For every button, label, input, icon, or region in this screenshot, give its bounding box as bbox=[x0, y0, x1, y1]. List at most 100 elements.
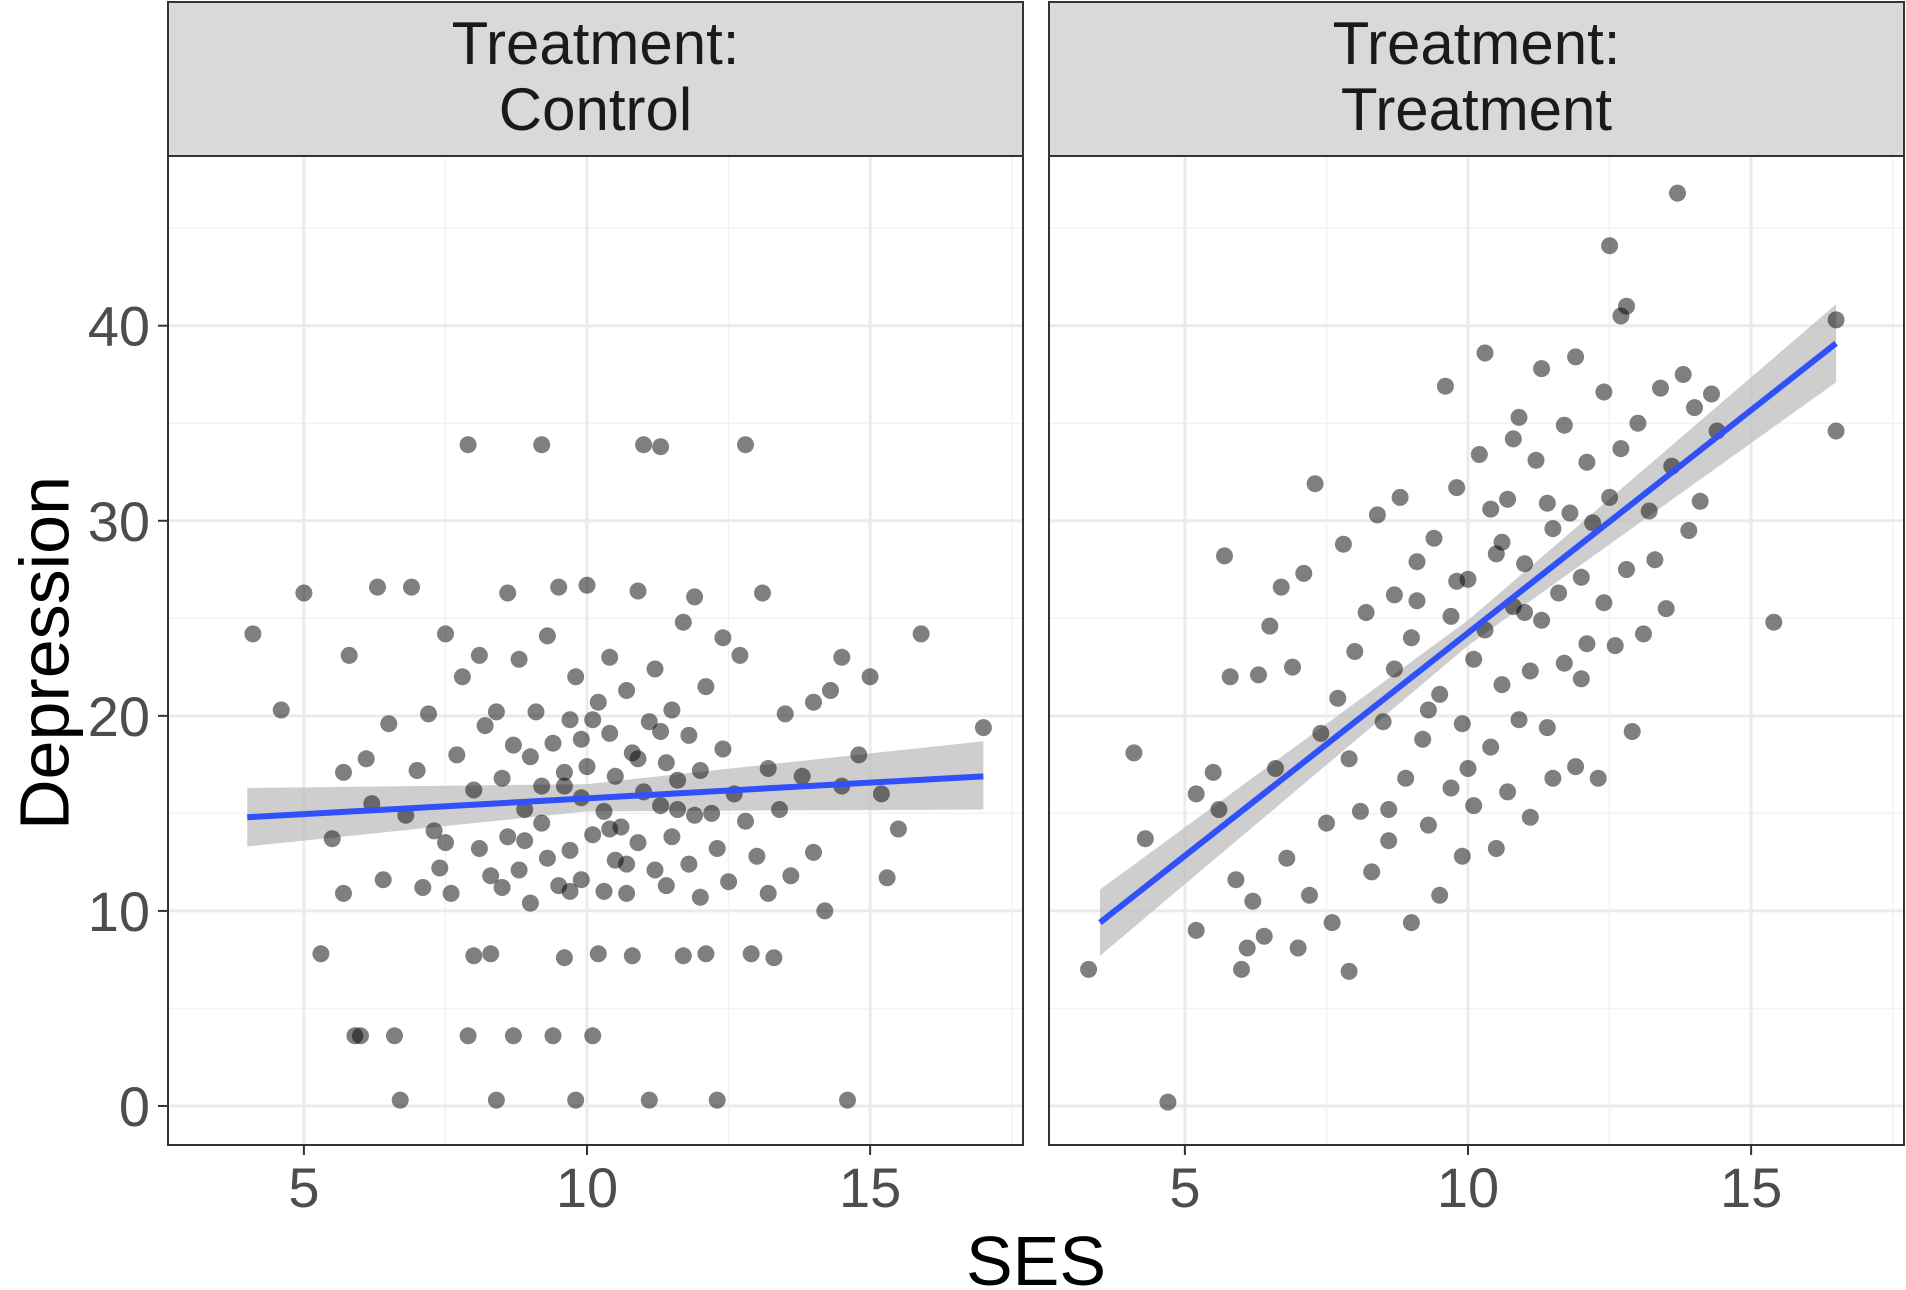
data-point bbox=[465, 947, 483, 965]
panel-border bbox=[1048, 155, 1905, 1146]
data-point bbox=[1080, 960, 1098, 978]
data-point bbox=[1533, 360, 1551, 378]
data-point bbox=[708, 1091, 726, 1109]
data-point bbox=[640, 1091, 658, 1109]
data-point bbox=[1346, 643, 1364, 660]
data-point bbox=[793, 767, 811, 785]
data-point bbox=[669, 801, 687, 818]
data-point bbox=[691, 888, 709, 906]
strip-label-line-2: Treatment bbox=[1341, 76, 1613, 143]
data-point bbox=[561, 841, 579, 859]
data-point bbox=[720, 873, 738, 891]
data-point bbox=[635, 436, 653, 454]
data-point bbox=[618, 682, 636, 699]
data-point bbox=[1493, 533, 1511, 551]
data-point bbox=[805, 693, 822, 711]
data-point bbox=[1255, 927, 1273, 945]
data-point bbox=[1521, 662, 1539, 680]
data-point bbox=[1221, 668, 1239, 686]
data-point bbox=[1652, 379, 1669, 397]
x-tick-label: 15 bbox=[1720, 1156, 1782, 1219]
data-point bbox=[657, 754, 675, 772]
data-point bbox=[589, 945, 607, 963]
data-point bbox=[1187, 921, 1205, 939]
data-point bbox=[1646, 551, 1664, 569]
data-point bbox=[1827, 422, 1845, 440]
data-point bbox=[555, 949, 573, 967]
y-tick-label: 20 bbox=[88, 685, 150, 748]
data-point bbox=[714, 629, 732, 647]
y-axis-title: Depression bbox=[5, 476, 83, 830]
data-point bbox=[1380, 801, 1398, 818]
data-point bbox=[1363, 863, 1381, 881]
data-point bbox=[640, 713, 658, 731]
data-point bbox=[493, 769, 511, 787]
data-point bbox=[708, 840, 726, 857]
data-point bbox=[1527, 451, 1545, 469]
data-point bbox=[595, 802, 613, 820]
data-point bbox=[816, 902, 834, 920]
data-point bbox=[521, 894, 539, 912]
x-axis-title: SES bbox=[966, 1222, 1106, 1290]
data-point bbox=[657, 877, 675, 895]
data-point bbox=[1572, 568, 1590, 586]
data-point bbox=[889, 820, 907, 838]
data-point bbox=[1125, 744, 1143, 762]
data-point bbox=[538, 849, 556, 867]
data-point bbox=[1601, 488, 1619, 506]
data-point bbox=[1368, 506, 1386, 524]
data-point bbox=[352, 1027, 369, 1045]
data-point bbox=[1397, 769, 1415, 787]
data-point bbox=[1216, 547, 1233, 565]
data-point bbox=[510, 861, 528, 879]
data-point bbox=[1499, 783, 1517, 801]
data-point bbox=[1272, 578, 1290, 596]
data-point bbox=[1289, 939, 1307, 957]
data-point bbox=[482, 945, 500, 963]
strip-label-line-1: Treatment: bbox=[1333, 10, 1621, 77]
data-point bbox=[1261, 617, 1279, 635]
data-point bbox=[442, 884, 460, 902]
data-point bbox=[652, 723, 670, 740]
data-point bbox=[1612, 440, 1630, 458]
data-point bbox=[1414, 730, 1432, 748]
data-point bbox=[1385, 586, 1403, 604]
data-point bbox=[1533, 611, 1551, 629]
data-point bbox=[295, 584, 313, 602]
data-point bbox=[1465, 650, 1483, 668]
data-point bbox=[663, 701, 681, 719]
data-point bbox=[759, 760, 777, 777]
data-point bbox=[584, 1027, 602, 1045]
data-point bbox=[437, 834, 454, 852]
data-point bbox=[1306, 475, 1324, 493]
data-point bbox=[516, 801, 534, 818]
data-point bbox=[878, 869, 896, 887]
data-point bbox=[1657, 600, 1675, 618]
y-tick-label: 40 bbox=[88, 295, 150, 358]
data-point bbox=[369, 578, 386, 596]
data-point bbox=[1567, 348, 1585, 366]
data-point bbox=[386, 1027, 403, 1045]
data-point bbox=[1278, 849, 1296, 867]
data-point bbox=[765, 949, 783, 967]
data-point bbox=[1448, 572, 1466, 590]
data-point bbox=[476, 717, 494, 735]
strip-label-line-1: Treatment: bbox=[452, 10, 740, 77]
data-point bbox=[629, 582, 647, 600]
data-point bbox=[504, 1027, 522, 1045]
data-point bbox=[1578, 635, 1596, 653]
data-point bbox=[1402, 914, 1420, 932]
data-point bbox=[629, 750, 647, 768]
panel-control: Treatment: Control 5 10 15 0 10 20 30 40 bbox=[88, 1, 1024, 1219]
data-point bbox=[742, 945, 760, 963]
y-tick-label: 0 bbox=[119, 1075, 150, 1138]
data-point bbox=[1476, 344, 1494, 362]
data-point bbox=[912, 625, 930, 643]
data-point bbox=[499, 584, 517, 602]
data-point bbox=[1334, 535, 1352, 553]
data-point bbox=[487, 703, 505, 721]
data-point bbox=[584, 711, 602, 729]
data-point bbox=[1380, 832, 1398, 850]
data-point bbox=[578, 576, 596, 594]
